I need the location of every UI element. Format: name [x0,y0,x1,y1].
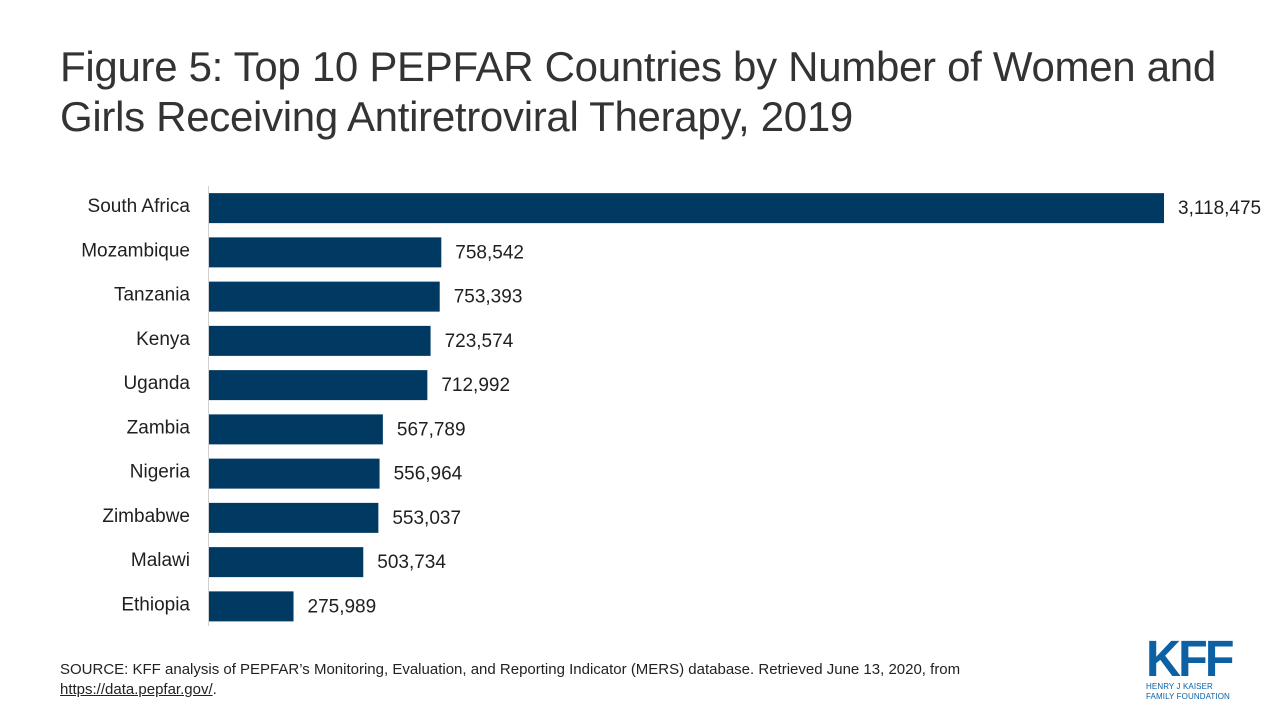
category-label: Uganda [123,373,190,394]
category-label: Zambia [127,417,191,438]
value-label: 553,037 [392,508,461,529]
bars-group: South Africa 3,118,475 Mozambique 758,542 Ta… [81,193,1261,622]
source-note: SOURCE: KFF analysis of PEPFAR’s Monitor… [60,660,1060,700]
kff-logo-mark: KFF [1146,630,1234,687]
bar-tanzania [209,281,440,312]
category-label: Nigeria [130,462,191,483]
chart-title: Figure 5: Top 10 PEPFAR Countries by Num… [60,43,1216,140]
value-label: 758,542 [455,242,524,263]
bar-kenya [209,325,431,356]
value-label: 753,393 [454,287,523,308]
bar-chart: South Africa 3,118,475 Mozambique 758,542 Ta… [81,186,1261,626]
category-label: Mozambique [81,240,190,261]
category-label: Kenya [136,329,190,350]
kff-logo: KFF HENRY J KAISER FAMILY FOUNDATION [1146,630,1236,702]
source-link[interactable]: https://data.pepfar.gov/ [60,681,213,698]
bar-uganda [209,370,428,401]
category-label: Ethiopia [121,594,190,615]
bar-mozambique [209,237,442,268]
value-label: 556,964 [394,464,463,485]
value-label: 3,118,475 [1178,198,1261,219]
bar-zimbabwe [209,502,379,533]
kff-logo-line1: HENRY J KAISER [1146,682,1213,691]
category-label: South Africa [88,196,191,217]
bar-malawi [209,547,364,578]
category-label: Malawi [131,550,190,571]
source-text: SOURCE: KFF analysis of PEPFAR’s Monitor… [60,661,961,678]
bar-south-africa [209,193,1164,224]
bar-ethiopia [209,591,294,622]
value-label: 712,992 [441,375,510,396]
bar-zambia [209,414,383,445]
category-label: Zimbabwe [102,506,190,527]
category-label: Tanzania [114,285,190,306]
value-label: 275,989 [308,596,377,617]
value-label: 503,734 [377,552,446,573]
kff-logo-line2: FAMILY FOUNDATION [1146,692,1230,701]
value-label: 567,789 [397,419,466,440]
bar-nigeria [209,458,380,489]
value-label: 723,574 [445,331,514,352]
source-link-suffix: . [212,681,217,698]
